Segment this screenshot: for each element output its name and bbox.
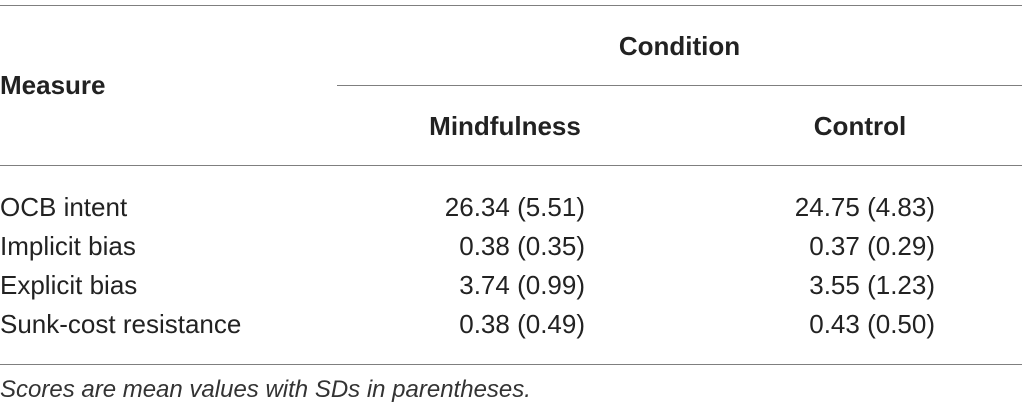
mindfulness-value: 0.38 (0.49) bbox=[459, 309, 585, 339]
row-label: Implicit bias bbox=[0, 231, 136, 261]
control-value: 0.37 (0.29) bbox=[809, 231, 935, 261]
table-footnote: Scores are mean values with SDs in paren… bbox=[0, 376, 531, 403]
top-rule bbox=[0, 5, 1022, 6]
mindfulness-header: Mindfulness bbox=[429, 111, 581, 141]
header-rule bbox=[0, 165, 1022, 166]
control-value: 24.75 (4.83) bbox=[794, 192, 935, 222]
bottom-rule bbox=[0, 364, 1022, 365]
condition-header: Condition bbox=[618, 31, 741, 61]
control-value: 3.55 (1.23) bbox=[809, 270, 935, 300]
measure-header: Measure bbox=[0, 70, 106, 100]
condition-rule bbox=[337, 85, 1022, 86]
row-label: OCB intent bbox=[0, 192, 128, 222]
row-label: Sunk-cost resistance bbox=[0, 309, 242, 339]
row-label: Explicit bias bbox=[0, 270, 138, 300]
mindfulness-value: 26.34 (5.51) bbox=[444, 192, 585, 222]
mindfulness-value: 3.74 (0.99) bbox=[459, 270, 585, 300]
control-value: 0.43 (0.50) bbox=[809, 309, 935, 339]
mindfulness-value: 0.38 (0.35) bbox=[459, 231, 585, 261]
control-header: Control bbox=[813, 111, 907, 141]
